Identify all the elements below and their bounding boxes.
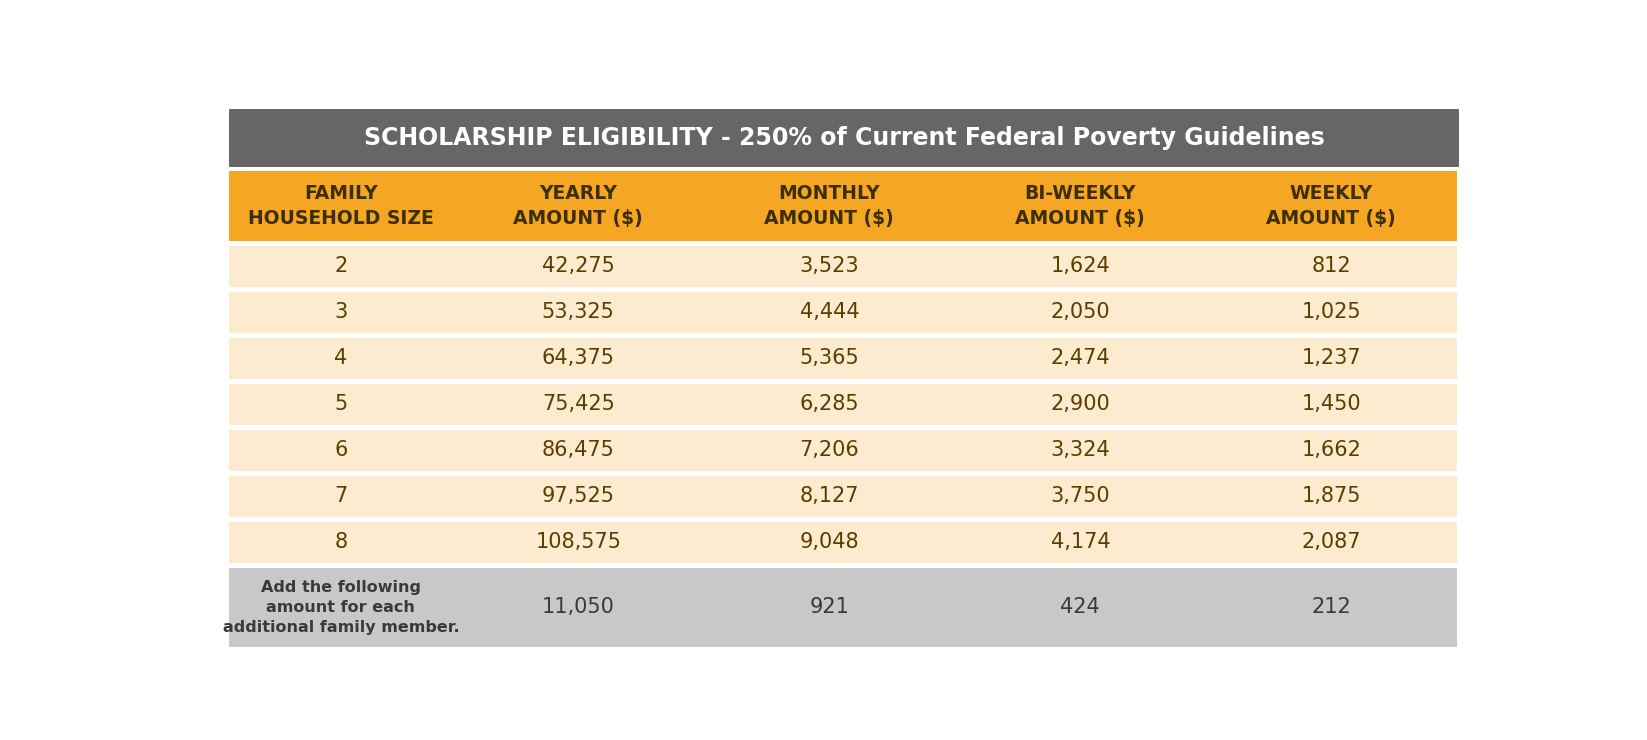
FancyBboxPatch shape [703,171,955,241]
Text: 9,048: 9,048 [799,532,860,552]
Text: Add the following
amount for each
additional family member.: Add the following amount for each additi… [222,580,460,635]
Text: 1,875: 1,875 [1301,486,1360,506]
Text: MONTHLY
AMOUNT ($): MONTHLY AMOUNT ($) [764,184,894,228]
FancyBboxPatch shape [1206,292,1458,333]
Text: 2,050: 2,050 [1051,303,1110,323]
FancyBboxPatch shape [453,246,703,287]
FancyBboxPatch shape [955,171,1206,241]
FancyBboxPatch shape [453,171,703,241]
Text: 812: 812 [1311,256,1351,276]
Text: 4,444: 4,444 [799,303,860,323]
FancyBboxPatch shape [229,429,453,471]
Text: YEARLY
AMOUNT ($): YEARLY AMOUNT ($) [514,184,644,228]
Text: 86,475: 86,475 [542,440,614,460]
Text: 1,237: 1,237 [1301,349,1360,369]
Text: 1,025: 1,025 [1301,303,1360,323]
FancyBboxPatch shape [453,337,703,379]
Text: 53,325: 53,325 [542,303,614,323]
FancyBboxPatch shape [955,337,1206,379]
Text: 42,275: 42,275 [542,256,614,276]
Text: FAMILY
HOUSEHOLD SIZE: FAMILY HOUSEHOLD SIZE [249,184,433,228]
FancyBboxPatch shape [703,383,955,425]
FancyBboxPatch shape [1206,568,1458,648]
FancyBboxPatch shape [453,476,703,517]
Text: 108,575: 108,575 [535,532,621,552]
Text: 1,450: 1,450 [1301,394,1360,414]
FancyBboxPatch shape [703,246,955,287]
FancyBboxPatch shape [955,246,1206,287]
Text: 424: 424 [1061,597,1100,617]
Text: 2: 2 [334,256,348,276]
Text: 5,365: 5,365 [799,349,860,369]
Text: 1,662: 1,662 [1301,440,1362,460]
FancyBboxPatch shape [955,568,1206,648]
FancyBboxPatch shape [703,568,955,648]
FancyBboxPatch shape [955,429,1206,471]
Text: 1,624: 1,624 [1051,256,1110,276]
FancyBboxPatch shape [703,522,955,563]
FancyBboxPatch shape [453,429,703,471]
Text: 2,900: 2,900 [1051,394,1110,414]
FancyBboxPatch shape [453,383,703,425]
Text: 2,474: 2,474 [1051,349,1110,369]
Text: 3,523: 3,523 [799,256,860,276]
Text: 8,127: 8,127 [799,486,860,506]
FancyBboxPatch shape [1206,522,1458,563]
FancyBboxPatch shape [229,246,453,287]
FancyBboxPatch shape [229,568,453,648]
Text: 64,375: 64,375 [542,349,614,369]
FancyBboxPatch shape [955,522,1206,563]
Text: 3: 3 [334,303,348,323]
Text: 3,324: 3,324 [1051,440,1110,460]
FancyBboxPatch shape [1206,383,1458,425]
Text: 5: 5 [334,394,348,414]
Text: 8: 8 [334,532,348,552]
FancyBboxPatch shape [1206,429,1458,471]
FancyBboxPatch shape [703,337,955,379]
FancyBboxPatch shape [229,383,453,425]
Text: 6,285: 6,285 [799,394,860,414]
FancyBboxPatch shape [703,292,955,333]
Text: 2,087: 2,087 [1301,532,1360,552]
Text: 11,050: 11,050 [542,597,614,617]
FancyBboxPatch shape [1206,476,1458,517]
FancyBboxPatch shape [229,337,453,379]
FancyBboxPatch shape [229,292,453,333]
FancyBboxPatch shape [229,171,453,241]
Text: SCHOLARSHIP ELIGIBILITY - 250% of Current Federal Poverty Guidelines: SCHOLARSHIP ELIGIBILITY - 250% of Curren… [364,126,1324,149]
FancyBboxPatch shape [703,476,955,517]
Text: 7,206: 7,206 [799,440,860,460]
FancyBboxPatch shape [1206,337,1458,379]
FancyBboxPatch shape [955,476,1206,517]
Text: 75,425: 75,425 [542,394,614,414]
FancyBboxPatch shape [453,292,703,333]
Text: 3,750: 3,750 [1051,486,1110,506]
Text: 212: 212 [1311,597,1351,617]
Text: 4: 4 [334,349,348,369]
Text: 97,525: 97,525 [542,486,614,506]
FancyBboxPatch shape [453,568,703,648]
Text: WEEKLY
AMOUNT ($): WEEKLY AMOUNT ($) [1267,184,1397,228]
FancyBboxPatch shape [453,522,703,563]
Text: 7: 7 [334,486,348,506]
FancyBboxPatch shape [703,429,955,471]
FancyBboxPatch shape [229,522,453,563]
FancyBboxPatch shape [1206,171,1458,241]
FancyBboxPatch shape [229,476,453,517]
Text: 6: 6 [334,440,348,460]
Text: BI-WEEKLY
AMOUNT ($): BI-WEEKLY AMOUNT ($) [1016,184,1145,228]
FancyBboxPatch shape [1206,246,1458,287]
FancyBboxPatch shape [229,109,1459,167]
FancyBboxPatch shape [955,383,1206,425]
Text: 4,174: 4,174 [1051,532,1110,552]
FancyBboxPatch shape [955,292,1206,333]
Text: 921: 921 [809,597,850,617]
